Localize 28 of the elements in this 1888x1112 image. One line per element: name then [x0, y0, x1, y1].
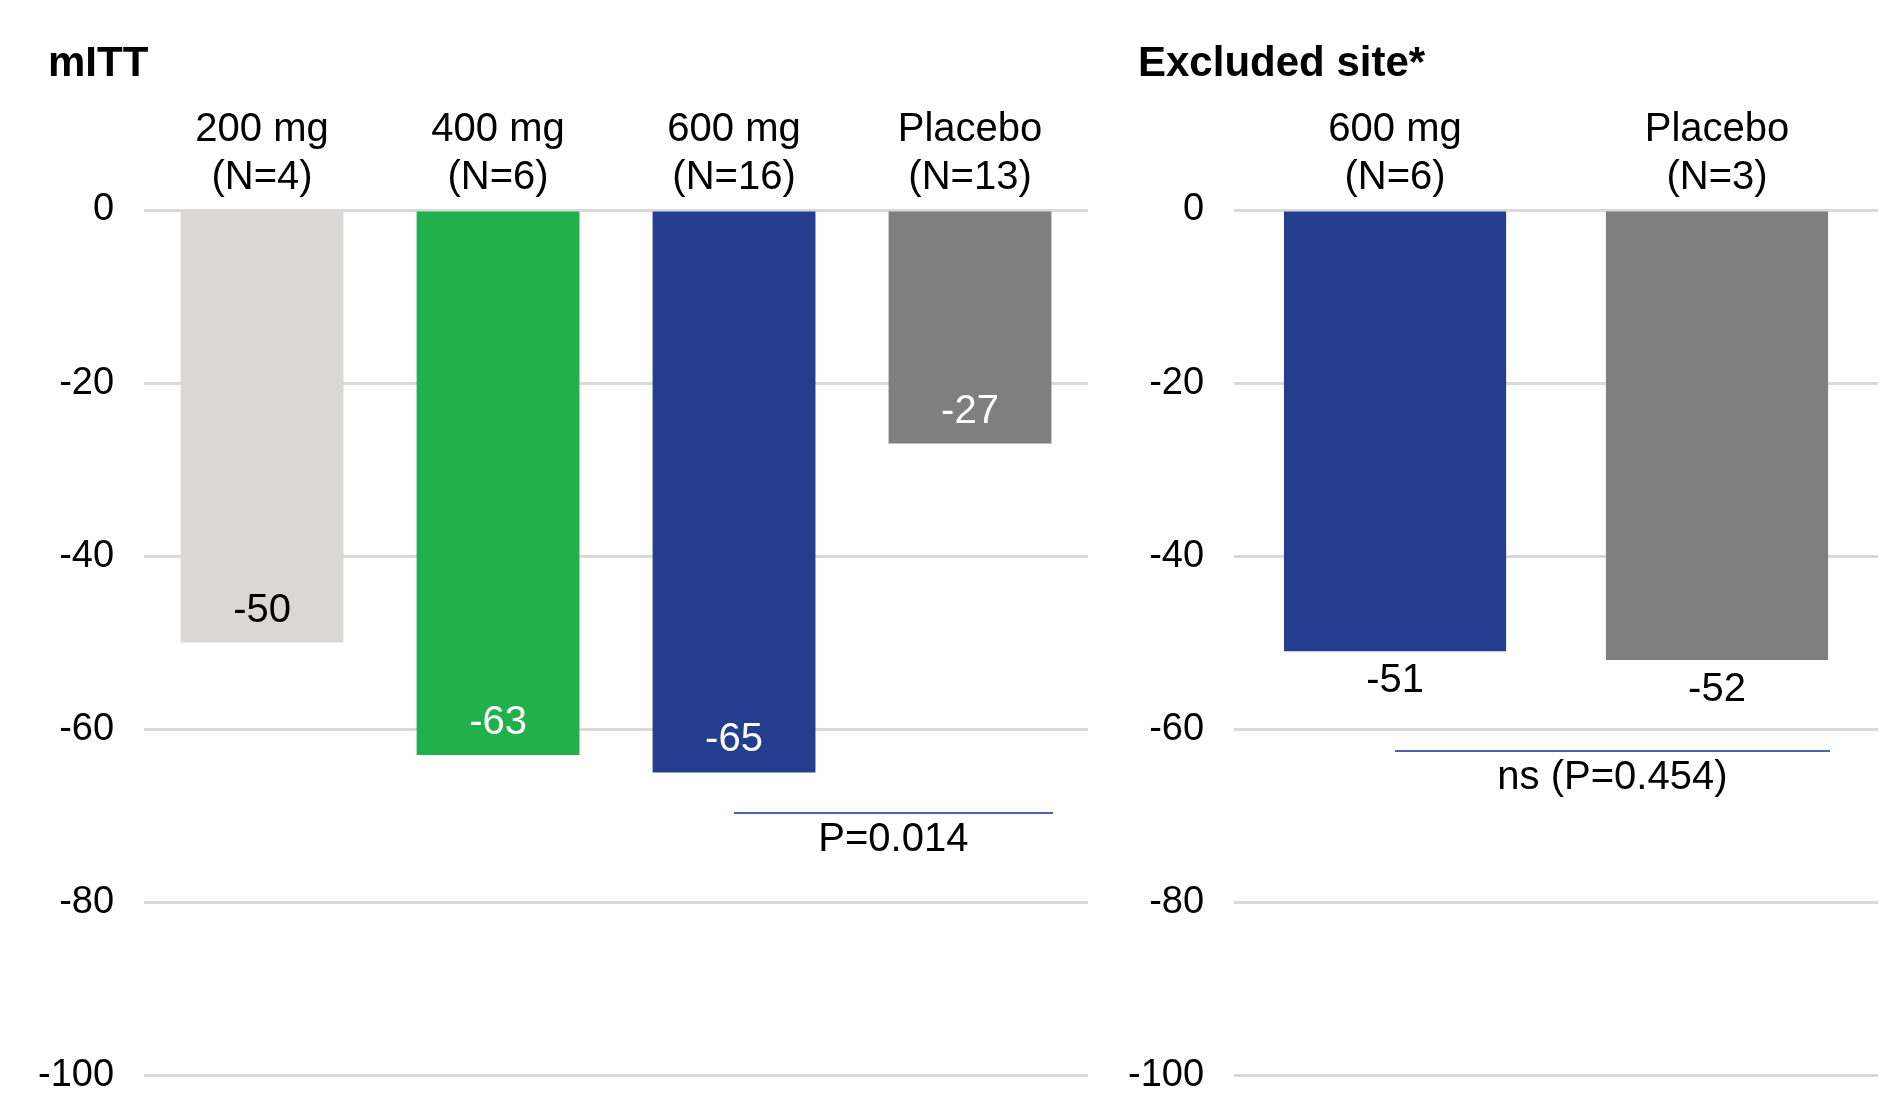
annotation: P=0.014: [818, 815, 969, 860]
x-tick-label: 600 mg (N=6): [1328, 105, 1462, 198]
y-tick-label: -80: [59, 878, 115, 921]
y-tick-label: -60: [59, 705, 115, 748]
data-label: -52: [1688, 664, 1746, 709]
y-tick-label: -20: [1149, 359, 1205, 402]
chart-title: Excluded site*: [1137, 38, 1427, 87]
x-tick-label: 400 mg (N=6): [431, 105, 565, 198]
chart-title: mITT: [47, 38, 150, 87]
y-tick-label: -100: [1127, 1051, 1205, 1094]
y-tick-label: -20: [59, 359, 115, 402]
x-tick-label: Placebo (N=13): [897, 105, 1043, 198]
data-label: -27: [941, 386, 999, 431]
y-tick-label: -100: [37, 1051, 115, 1094]
annotation: ns (P=0.454): [1497, 752, 1728, 797]
data-label: -65: [705, 715, 763, 760]
data-label: -50: [233, 585, 291, 630]
x-tick-label: 200 mg (N=4): [195, 105, 329, 198]
y-tick-label: 0: [1182, 186, 1205, 229]
x-tick-label: Placebo (N=3): [1644, 105, 1790, 198]
y-tick-label: 0: [92, 186, 115, 229]
y-tick-label: -40: [1149, 532, 1205, 575]
y-tick-label: -60: [1149, 705, 1205, 748]
data-label: -63: [469, 698, 527, 743]
x-tick-label: 600 mg (N=16): [667, 105, 801, 198]
y-tick-label: -40: [59, 532, 115, 575]
data-label: -51: [1366, 656, 1424, 701]
y-tick-label: -80: [1149, 878, 1205, 921]
